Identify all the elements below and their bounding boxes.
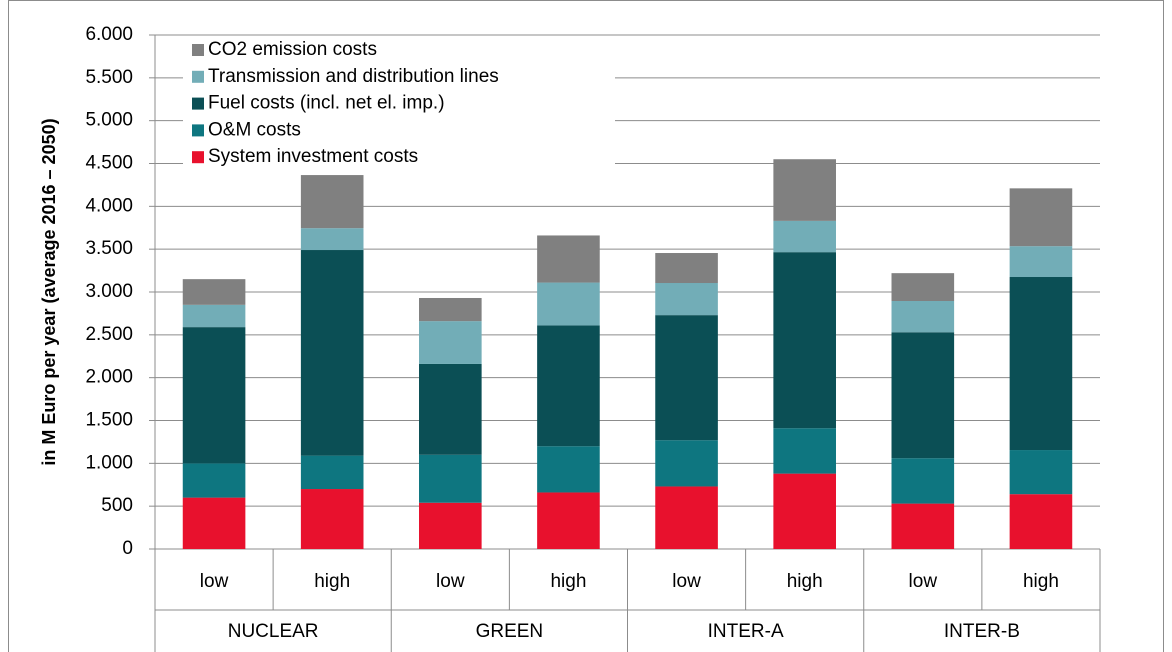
- y-tick-label: 5.000: [85, 110, 133, 131]
- bar-segment: [891, 458, 955, 504]
- bar-segment: [537, 282, 600, 326]
- bar-segment: [891, 332, 955, 459]
- bar-segment: [655, 440, 718, 487]
- legend-label: CO2 emission costs: [208, 39, 377, 60]
- bar-segment: [182, 327, 246, 464]
- y-tick-label: 4.000: [85, 195, 133, 216]
- y-tick-label: 3.500: [85, 238, 133, 259]
- y-tick-label: 5.500: [85, 67, 133, 88]
- chart-frame: [8, 0, 1164, 652]
- bar-segment: [300, 455, 364, 490]
- bar-segment: [773, 252, 836, 429]
- legend-background: [183, 37, 615, 170]
- bar-segment: [300, 228, 364, 251]
- bar-segment: [773, 473, 836, 549]
- bar-segment: [1009, 246, 1073, 278]
- legend-swatch: [192, 70, 204, 83]
- y-tick-label: 4.500: [85, 153, 133, 174]
- x-tick-label: low: [909, 571, 938, 592]
- bar-segment: [891, 503, 955, 549]
- bar-segment: [182, 304, 246, 328]
- bar-segment: [300, 250, 364, 456]
- bar-segment: [182, 463, 246, 498]
- bar-segment: [419, 321, 482, 364]
- bar-segment: [300, 489, 364, 549]
- bar-segment: [537, 492, 600, 549]
- bar-segment: [655, 486, 718, 549]
- bar-segment: [537, 446, 600, 493]
- bar-segment: [1009, 277, 1073, 451]
- y-axis-label: in M Euro per year (average 2016 – 2050): [39, 118, 59, 465]
- y-tick-label: 1.500: [85, 410, 133, 431]
- legend-swatch: [192, 124, 204, 137]
- bar-segment: [773, 428, 836, 474]
- bar-segment: [182, 497, 246, 549]
- x-tick-label: low: [672, 571, 701, 592]
- legend-label: Transmission and distribution lines: [208, 66, 499, 87]
- bar-segment: [1009, 494, 1073, 549]
- legend-label: System investment costs: [208, 146, 418, 167]
- bar-segment: [891, 273, 955, 301]
- bar-segment: [891, 300, 955, 333]
- bar-segment: [655, 283, 718, 316]
- y-tick-label: 2.500: [85, 324, 133, 345]
- legend-swatch: [192, 97, 204, 110]
- y-tick-label: 1.000: [85, 452, 133, 473]
- x-tick-label: low: [200, 571, 229, 592]
- x-tick-label: low: [436, 571, 465, 592]
- group-label: INTER-B: [944, 621, 1020, 642]
- legend-label: O&M costs: [208, 119, 301, 140]
- y-tick-label: 3.000: [85, 281, 133, 302]
- bar-segment: [300, 175, 364, 229]
- bar-segment: [419, 363, 482, 455]
- legend-swatch: [192, 151, 204, 164]
- group-label: GREEN: [476, 621, 544, 642]
- bar-segment: [182, 279, 246, 305]
- x-tick-label: high: [1023, 571, 1059, 592]
- bar-segment: [655, 253, 718, 284]
- bar-segment: [1009, 450, 1073, 495]
- legend-label: Fuel costs (incl. net el. imp.): [208, 93, 445, 114]
- group-label: INTER-A: [708, 621, 784, 642]
- x-tick-label: high: [787, 571, 823, 592]
- x-tick-label: high: [550, 571, 586, 592]
- legend-swatch: [192, 44, 204, 56]
- group-label: NUCLEAR: [228, 621, 319, 642]
- x-tick-label: high: [314, 571, 350, 592]
- bar-segment: [419, 502, 482, 549]
- bar-segment: [655, 315, 718, 441]
- bar-segment: [537, 325, 600, 447]
- bar-segment: [537, 235, 600, 283]
- bar-segment: [1009, 188, 1073, 247]
- bar-segment: [419, 297, 482, 322]
- bar-segment: [773, 159, 836, 221]
- bar-segment: [773, 220, 836, 253]
- bar-segment: [419, 454, 482, 503]
- y-tick-label: 2.000: [85, 367, 133, 388]
- y-tick-label: 6.000: [85, 24, 133, 45]
- y-tick-label: 0: [122, 538, 133, 559]
- y-tick-label: 500: [101, 495, 133, 516]
